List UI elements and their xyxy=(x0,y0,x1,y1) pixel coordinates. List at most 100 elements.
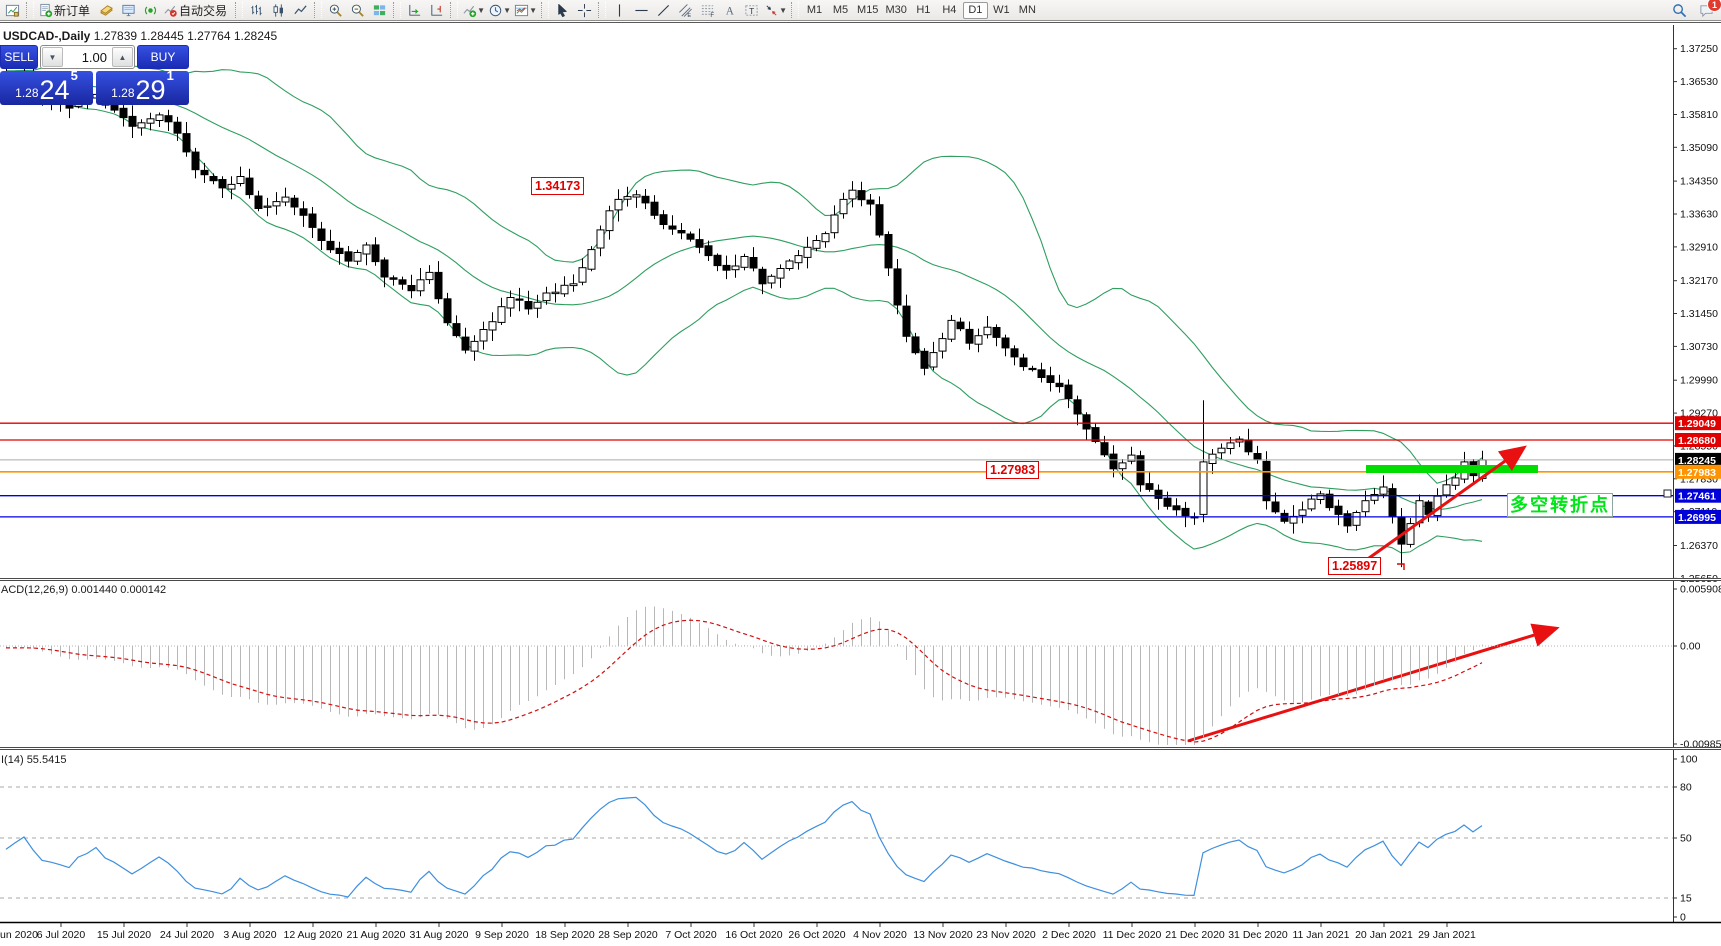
timeframe-h1[interactable]: H1 xyxy=(916,4,931,16)
timeframe-m15[interactable]: M15 xyxy=(857,4,879,16)
low-label-connector xyxy=(1397,563,1405,570)
macd-indicator-label: ACD(12,26,9) 0.001440 0.000142 xyxy=(1,584,167,596)
price-axis-label: 1.36530 xyxy=(1680,76,1718,88)
timeframe-mn[interactable]: MN xyxy=(1018,4,1036,16)
macd-value-1: 0.001440 xyxy=(71,584,118,596)
low-price-annotation[interactable]: 1.25897 xyxy=(1328,557,1382,575)
buy-button[interactable]: BUY xyxy=(137,45,189,69)
zoom-in-icon[interactable] xyxy=(325,1,346,19)
svg-text:E: E xyxy=(687,13,691,18)
line-chart-type-icon[interactable] xyxy=(290,1,311,19)
timeframe-m5[interactable]: M5 xyxy=(832,4,849,16)
sell-button[interactable]: SELL xyxy=(0,45,38,69)
auto-scroll-icon[interactable] xyxy=(404,1,425,19)
date-label: un 2020 xyxy=(0,929,38,941)
market-watch-icon[interactable] xyxy=(96,1,117,19)
price-badge xyxy=(1675,509,1721,524)
horizontal-lines xyxy=(0,422,1673,518)
search-icon[interactable] xyxy=(1669,1,1690,19)
timeframe-m1[interactable]: M1 xyxy=(806,4,823,16)
fibonacci-tool-icon[interactable]: F xyxy=(697,1,718,19)
price-badge xyxy=(1675,433,1721,447)
chat-icon[interactable]: 1 xyxy=(1696,0,1721,19)
volume-input[interactable]: 1.00 xyxy=(81,49,107,65)
rsi-axis-label: 80 xyxy=(1680,782,1692,794)
buy-price-big: 29 xyxy=(135,75,166,105)
cursor-icon[interactable] xyxy=(552,1,573,19)
text-label-tool-icon[interactable]: T xyxy=(741,1,762,19)
toolbar-grip[interactable] xyxy=(598,2,607,18)
chevron-down-icon: ▼ xyxy=(477,5,485,15)
data-window-icon[interactable] xyxy=(118,1,139,19)
timeframe-h4[interactable]: H4 xyxy=(942,4,957,16)
sell-price-sup: 5 xyxy=(70,68,78,83)
timeframe-w1[interactable]: W1 xyxy=(993,4,1010,16)
horizontal-line-tool-icon[interactable] xyxy=(631,1,652,19)
equidistant-channel-tool-icon[interactable]: E xyxy=(675,1,696,19)
price-axis-label: 1.31450 xyxy=(1680,308,1718,320)
date-label: 24 Jul 2020 xyxy=(160,929,214,941)
panel-divider[interactable] xyxy=(0,578,1721,581)
price-badge xyxy=(1675,416,1721,431)
signals-icon[interactable] xyxy=(140,1,161,19)
trendline-tool-icon[interactable] xyxy=(653,1,674,19)
buy-price-prefix: 1.28 xyxy=(111,86,135,100)
price-badge xyxy=(1675,488,1721,503)
panel-divider[interactable] xyxy=(0,747,1721,750)
indicators-menu-button[interactable]: ▼ xyxy=(461,1,486,19)
mid-price-annotation[interactable]: 1.27983 xyxy=(986,461,1040,479)
zoom-out-icon[interactable] xyxy=(347,1,368,19)
date-label: 9 Sep 2020 xyxy=(475,929,529,941)
date-label: 31 Dec 2020 xyxy=(1228,929,1288,941)
new-order-button[interactable]: 新订单 xyxy=(37,1,95,19)
chart-shift-icon[interactable] xyxy=(426,1,447,19)
date-label: 29 Jan 2021 xyxy=(1418,929,1476,941)
toolbar: 新订单 自动交易 ▼ ▼ ▼ E F A T ▼ M1 M5 M15 xyxy=(0,0,1721,21)
candlestick-chart-type-icon[interactable] xyxy=(268,1,289,19)
ohlc-values: 1.27839 1.28445 1.27764 1.28245 xyxy=(93,29,278,43)
volume-increase-button[interactable]: ▲ xyxy=(112,47,133,67)
sell-price-display[interactable]: 1.28 24 5 xyxy=(0,68,93,105)
pivot-note-annotation[interactable]: 多空转折点 xyxy=(1507,493,1613,517)
new-order-label: 新订单 xyxy=(54,3,91,18)
new-chart-icon[interactable] xyxy=(2,1,23,19)
timeframe-m30[interactable]: M30 xyxy=(885,4,907,16)
bar-chart-type-icon[interactable] xyxy=(246,1,267,19)
trend-arrow-macd[interactable] xyxy=(1187,623,1560,743)
timeframes-menu-button[interactable]: ▼ xyxy=(487,1,512,19)
vertical-line-tool-icon[interactable] xyxy=(609,1,630,19)
templates-menu-button[interactable]: ▼ xyxy=(513,1,538,19)
price-badge xyxy=(1675,464,1721,479)
support-zone-bar[interactable] xyxy=(1366,465,1538,473)
date-label: 20 Jan 2021 xyxy=(1355,929,1413,941)
volume-decrease-button[interactable]: ▼ xyxy=(42,47,63,67)
price-axis[interactable]: 1.37250 1.36530 1.35810 1.35090 1.34350 1.336… xyxy=(1673,43,1721,585)
toolbar-grip[interactable] xyxy=(393,2,402,18)
text-tool-icon[interactable]: A xyxy=(719,1,740,19)
toolbar-grip[interactable] xyxy=(235,2,244,18)
buy-price-display[interactable]: 1.28 29 1 xyxy=(96,68,189,105)
toolbar-grip[interactable] xyxy=(791,2,800,18)
price-badge-text: 1.27461 xyxy=(1678,491,1716,503)
date-label: 18 Sep 2020 xyxy=(535,929,595,941)
trend-arrow-main[interactable] xyxy=(1361,445,1527,565)
date-label: 4 Nov 2020 xyxy=(853,929,907,941)
chart-canvas[interactable]: 1.37250 1.36530 1.35810 1.35090 1.34350 1.336… xyxy=(0,23,1721,946)
autotrading-button[interactable]: 自动交易 xyxy=(162,1,232,19)
price-badge-text: 1.26995 xyxy=(1678,512,1716,524)
timeframe-d1[interactable]: D1 xyxy=(962,1,988,19)
toolbar-grip[interactable] xyxy=(450,2,459,18)
price-axis-label: 1.32170 xyxy=(1680,275,1718,287)
date-label: 11 Dec 2020 xyxy=(1103,929,1162,941)
toolbar-grip[interactable] xyxy=(314,2,323,18)
chevron-down-icon: ▼ xyxy=(503,5,511,15)
high-price-annotation[interactable]: 1.34173 xyxy=(531,177,585,195)
toolbar-grip[interactable] xyxy=(26,2,34,18)
arrows-tool-button[interactable]: ▼ xyxy=(763,1,788,19)
tile-windows-icon[interactable] xyxy=(369,1,390,19)
date-label: 21 Aug 2020 xyxy=(347,929,406,941)
toolbar-grip[interactable] xyxy=(541,2,550,18)
line-edit-handle[interactable] xyxy=(1663,489,1672,498)
crosshair-icon[interactable] xyxy=(574,1,595,19)
